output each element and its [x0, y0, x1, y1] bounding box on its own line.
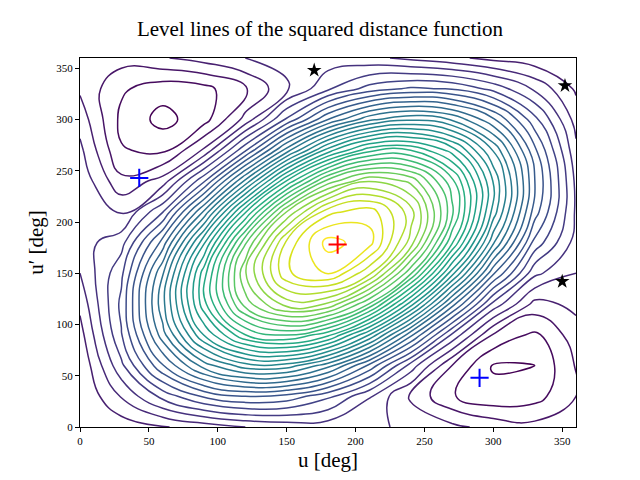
svg-text:350: 350: [554, 435, 571, 447]
svg-text:Level lines of the squared dis: Level lines of the squared distance func…: [137, 17, 504, 41]
svg-text:150: 150: [56, 267, 73, 279]
svg-text:u [deg]: u [deg]: [298, 448, 358, 472]
svg-text:0: 0: [77, 435, 83, 447]
svg-text:100: 100: [56, 318, 73, 330]
svg-text:u′ [deg]: u′ [deg]: [24, 210, 48, 275]
svg-text:50: 50: [143, 435, 155, 447]
svg-text:100: 100: [210, 435, 227, 447]
svg-text:150: 150: [278, 435, 295, 447]
svg-text:200: 200: [347, 435, 364, 447]
svg-text:50: 50: [62, 370, 74, 382]
svg-text:0: 0: [67, 421, 73, 433]
svg-text:350: 350: [56, 62, 73, 74]
svg-text:250: 250: [416, 435, 433, 447]
svg-text:200: 200: [56, 216, 73, 228]
svg-text:300: 300: [56, 113, 73, 125]
svg-text:300: 300: [485, 435, 502, 447]
svg-text:250: 250: [56, 165, 73, 177]
